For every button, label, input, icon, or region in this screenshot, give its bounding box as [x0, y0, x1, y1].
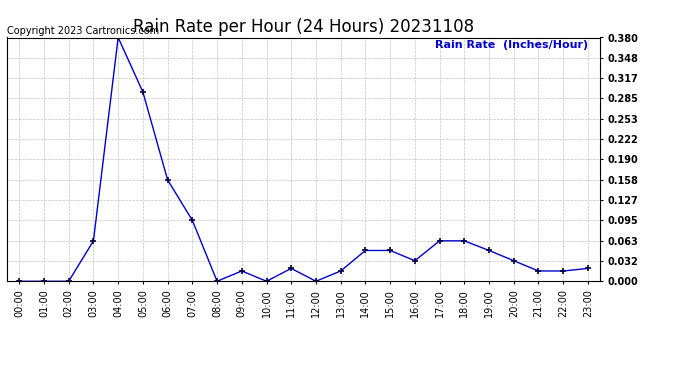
Text: Rain Rate  (Inches/Hour): Rain Rate (Inches/Hour): [435, 40, 589, 50]
Text: Copyright 2023 Cartronics.com: Copyright 2023 Cartronics.com: [7, 26, 159, 36]
Title: Rain Rate per Hour (24 Hours) 20231108: Rain Rate per Hour (24 Hours) 20231108: [133, 18, 474, 36]
